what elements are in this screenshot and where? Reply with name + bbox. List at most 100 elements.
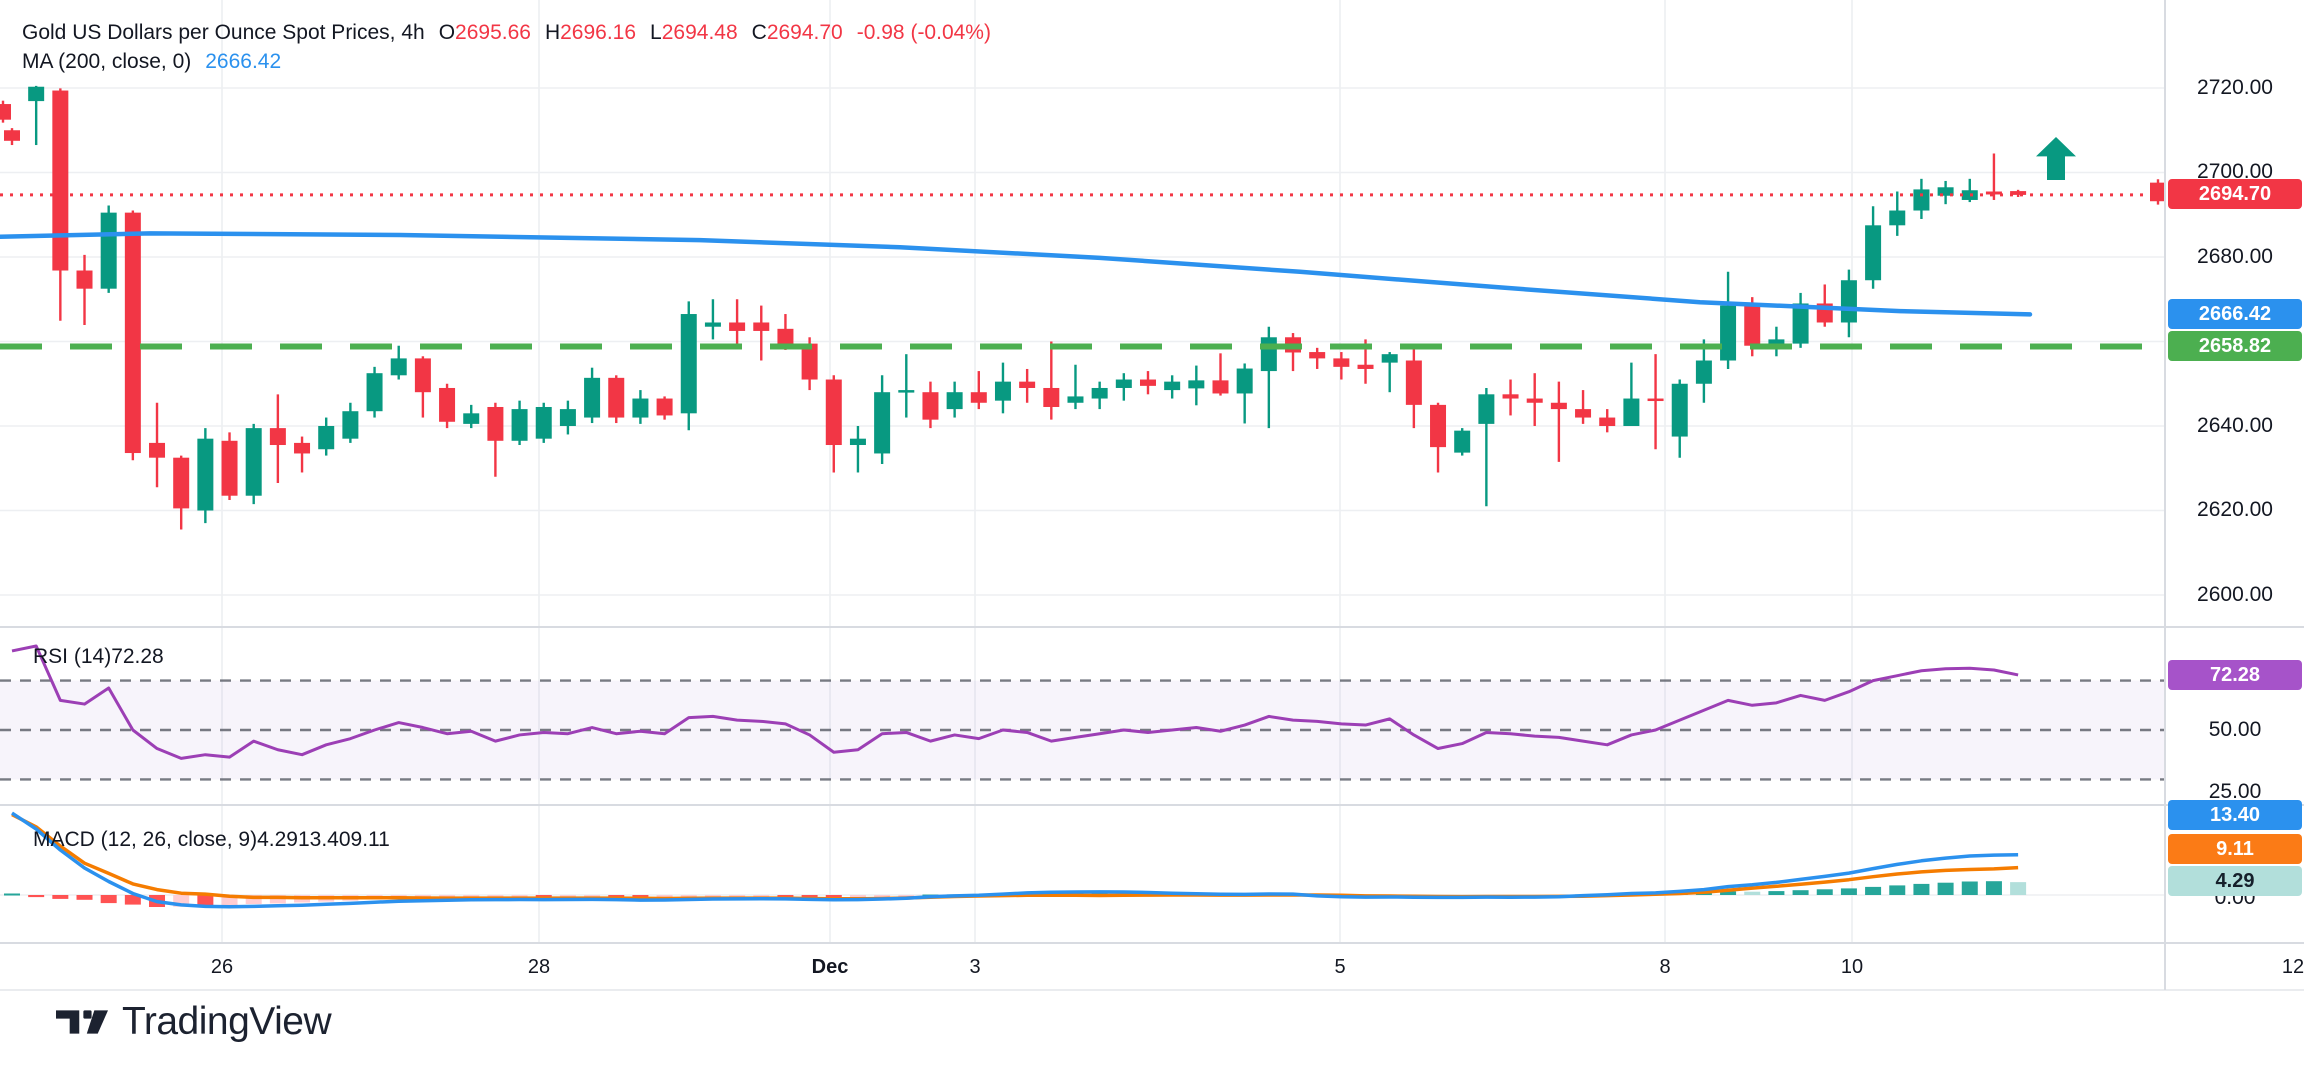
candle [1430,404,1447,448]
macd-hist-bar [173,895,190,907]
candle [1599,417,1616,426]
tradingview-logo[interactable]: TradingView [56,1000,332,1044]
macd-hist-bar [584,895,601,897]
candle [584,377,601,418]
candle [1188,380,1205,389]
high-label: H [544,21,561,44]
macd-hist-bar [825,895,842,897]
candle [1139,379,1156,386]
price-axis-label: 2720.00 [2197,76,2273,99]
macd-hist-bar [632,895,649,897]
macd-hist-bar [680,895,697,897]
price-axis-label: 2620.00 [2197,498,2273,521]
price-axis-label: 50.00 [2208,718,2262,741]
candle [511,409,528,441]
candle [463,413,480,424]
candle [559,409,576,426]
candle [1454,430,1471,453]
macd-hist-bar [874,895,891,897]
candle [294,442,311,454]
candle [1502,394,1519,399]
macd-hist-bar [753,895,770,897]
candle [1357,364,1374,369]
macd-hist-value: 4.29 [257,828,298,851]
candle [777,328,794,344]
time-axis-label: 10 [1840,956,1864,978]
rsi-value: 72.28 [111,645,164,668]
candle [1019,381,1036,388]
time-axis-label: 26 [210,956,234,978]
macd-hist-bar [487,895,504,897]
candle [946,392,963,410]
macd-hist-bar [124,895,141,905]
candle [342,411,359,439]
macd-hist-bar [197,895,214,908]
up-arrow-marker [2036,137,2076,180]
macd-hist-bar [52,895,69,899]
high-value: 2696.16 [560,21,637,44]
candle [1236,368,1253,394]
change-value: -0.98 (-0.04%) [856,21,991,44]
candle [1164,381,1181,391]
macd-hist-bar [245,895,262,904]
candle [1212,380,1229,394]
candle [1575,409,1592,418]
candle [1526,398,1543,403]
candle [1405,360,1422,405]
macd-hist-bar [1937,882,1954,895]
ma-value: 2666.42 [205,50,282,73]
macd-hist-bar [801,895,818,897]
price-badge-2658.82: 2658.82 [2168,331,2302,361]
macd-hist-bar [704,895,721,897]
macd-hist-bar [1985,881,2002,895]
rsi-indicator-header[interactable]: RSI (14) 72.28 [33,645,164,669]
candle [874,392,891,454]
candle [801,343,818,380]
rsi-line [11,644,2019,760]
candle [76,270,93,289]
macd-hist-bar [76,895,93,900]
partial-candle [2150,182,2166,202]
macd-hist-bar [898,895,915,897]
candle [535,406,552,439]
candle [1647,398,1664,402]
candle [2010,191,2027,195]
candle [680,314,697,414]
macd-hist-bar [221,895,238,906]
candle [704,322,721,327]
price-badge-4.29: 4.29 [2168,866,2302,896]
partial-candle [0,104,11,120]
price-axis-label: 25.00 [2208,780,2262,803]
candle [366,373,383,412]
macd-hist-bar [1840,888,1857,895]
signal-line [11,813,2019,901]
candle [1744,305,1761,346]
candle [390,358,407,376]
macd-hist-bar [1720,891,1737,895]
low-label: L [650,21,662,44]
macd-hist-bar [559,895,576,897]
candle [1091,387,1108,399]
tradingview-logo-text: TradingView [122,1000,332,1043]
macd-hist-bar [608,895,625,897]
candle [52,90,69,271]
candle [1115,379,1132,388]
macd-hist-bar [849,895,866,897]
price-badge-2694.70: 2694.70 [2168,179,2302,209]
candle [149,442,166,458]
symbol-header[interactable]: Gold US Dollars per Ounce Spot Prices, 4… [22,21,991,45]
ma-indicator-header[interactable]: MA (200, close, 0) 2666.42 [22,50,281,74]
price-axis-label: 2680.00 [2197,245,2273,268]
candle [1478,394,1495,424]
candle [1889,210,1906,226]
candle [1961,190,1978,200]
candle [487,406,504,441]
candle [632,398,649,418]
candle [100,212,117,289]
macd-hist-bar [777,895,794,897]
price-badge-13.40: 13.40 [2168,800,2302,830]
macd-indicator-header[interactable]: MACD (12, 26, close, 9) 4.29 13.40 9.11 [33,828,390,852]
time-axis-label: 3 [969,956,981,978]
